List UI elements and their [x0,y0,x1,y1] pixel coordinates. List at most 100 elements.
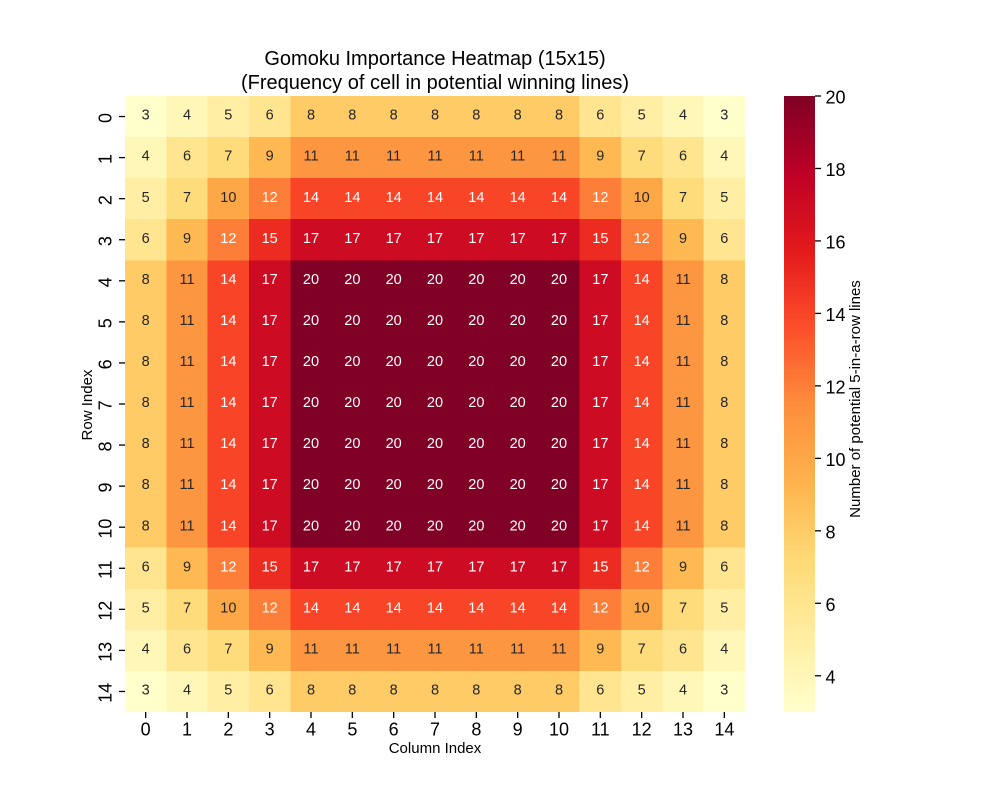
svg-text:14: 14 [551,600,567,616]
svg-text:17: 17 [427,559,443,575]
svg-text:14: 14 [303,600,319,616]
svg-text:6: 6 [720,559,728,575]
svg-text:14: 14 [386,190,402,206]
svg-text:20: 20 [427,518,443,534]
svg-text:6: 6 [142,559,150,575]
svg-text:7: 7 [679,600,687,616]
svg-text:11: 11 [386,641,401,657]
svg-text:10: 10 [549,719,569,739]
svg-text:20: 20 [427,313,443,329]
svg-text:8: 8 [514,683,522,699]
svg-text:5: 5 [720,190,728,206]
svg-text:9: 9 [679,231,687,247]
svg-text:10: 10 [634,600,650,616]
svg-text:6: 6 [142,231,150,247]
svg-text:11: 11 [510,149,525,165]
svg-text:14: 14 [634,395,650,411]
svg-text:15: 15 [262,559,278,575]
svg-text:5: 5 [142,600,150,616]
svg-text:8: 8 [720,354,728,370]
svg-text:20: 20 [510,436,526,452]
svg-text:8: 8 [555,683,563,699]
svg-text:8: 8 [307,108,315,124]
svg-text:17: 17 [427,231,443,247]
svg-text:17: 17 [592,395,608,411]
svg-text:14: 14 [427,600,443,616]
svg-text:4: 4 [679,108,687,124]
svg-text:4: 4 [142,641,150,657]
svg-text:10: 10 [634,190,650,206]
svg-text:20: 20 [468,272,484,288]
svg-text:3: 3 [720,108,728,124]
svg-text:8: 8 [142,477,150,493]
svg-text:8: 8 [390,108,398,124]
svg-text:3: 3 [265,719,275,739]
svg-text:20: 20 [386,313,402,329]
svg-text:7: 7 [430,719,440,739]
svg-text:17: 17 [344,559,360,575]
svg-text:15: 15 [592,559,608,575]
svg-text:20: 20 [344,313,360,329]
svg-text:8: 8 [720,395,728,411]
svg-text:20: 20 [510,354,526,370]
svg-text:4: 4 [720,149,728,165]
svg-text:13: 13 [673,719,693,739]
svg-text:Number of potential 5-in-a-row: Number of potential 5-in-a-row lines [847,280,864,518]
svg-text:4: 4 [306,719,316,739]
svg-text:20: 20 [303,313,319,329]
svg-text:17: 17 [303,559,319,575]
svg-text:20: 20 [386,272,402,288]
svg-text:8: 8 [96,441,116,451]
svg-text:11: 11 [675,518,690,534]
svg-text:7: 7 [183,190,191,206]
svg-text:11: 11 [675,477,690,493]
svg-text:20: 20 [510,477,526,493]
svg-text:Row Index: Row Index [79,369,96,440]
svg-text:6: 6 [596,683,604,699]
svg-text:8: 8 [142,395,150,411]
svg-text:14: 14 [634,436,650,452]
svg-text:7: 7 [96,400,116,410]
svg-text:20: 20 [344,395,360,411]
svg-text:9: 9 [183,559,191,575]
svg-text:17: 17 [510,559,526,575]
svg-text:14: 14 [634,518,650,534]
svg-text:4: 4 [96,277,116,287]
svg-text:17: 17 [262,436,278,452]
svg-text:5: 5 [720,600,728,616]
svg-text:5: 5 [638,683,646,699]
svg-text:6: 6 [183,641,191,657]
svg-text:20: 20 [468,477,484,493]
svg-text:4: 4 [183,683,191,699]
svg-text:9: 9 [513,719,523,739]
svg-text:17: 17 [468,231,484,247]
svg-text:13: 13 [96,642,116,662]
svg-text:6: 6 [266,683,274,699]
svg-text:3: 3 [142,683,150,699]
svg-text:20: 20 [468,354,484,370]
svg-text:14: 14 [344,600,360,616]
svg-text:11: 11 [179,272,194,288]
svg-text:8: 8 [472,108,480,124]
svg-text:20: 20 [551,518,567,534]
svg-text:14: 14 [634,354,650,370]
svg-text:14: 14 [510,600,526,616]
svg-text:11: 11 [96,560,116,579]
svg-text:17: 17 [510,231,526,247]
svg-text:7: 7 [638,149,646,165]
svg-text:20: 20 [551,272,567,288]
svg-text:15: 15 [262,231,278,247]
svg-text:20: 20 [386,518,402,534]
svg-text:10: 10 [96,519,116,539]
svg-text:8: 8 [142,354,150,370]
svg-text:8: 8 [720,272,728,288]
svg-text:7: 7 [224,641,232,657]
svg-text:20: 20 [303,354,319,370]
svg-text:11: 11 [469,641,484,657]
svg-text:20: 20 [510,518,526,534]
svg-text:14: 14 [220,313,236,329]
svg-text:20: 20 [551,477,567,493]
svg-text:20: 20 [551,354,567,370]
svg-text:14: 14 [386,600,402,616]
svg-text:11: 11 [345,149,360,165]
